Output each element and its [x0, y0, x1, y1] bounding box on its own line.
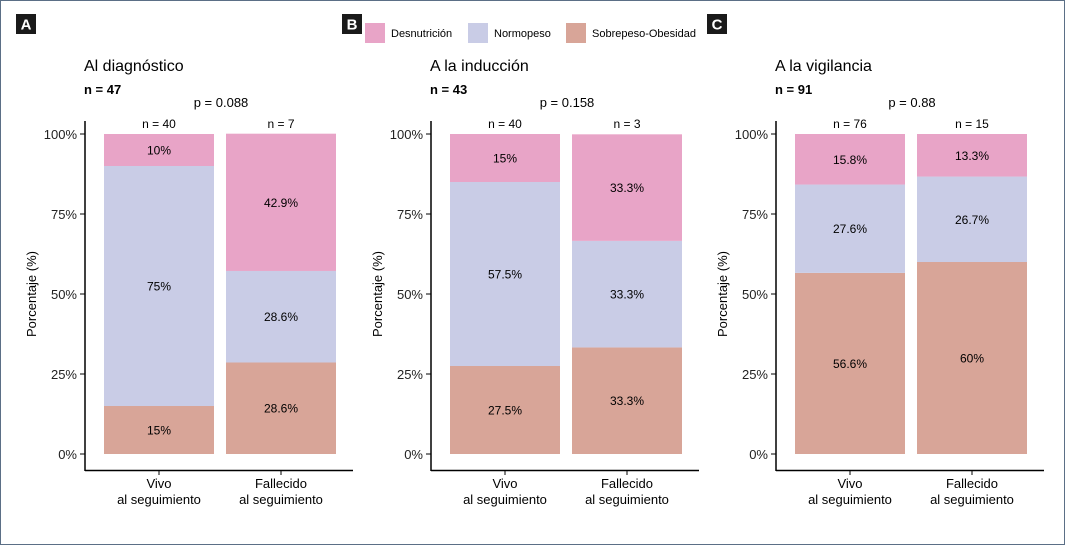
- y-tick-label-a-3: 75%: [51, 207, 77, 222]
- bar-segment-b-0-normopeso: [450, 182, 560, 366]
- panel-letter-badge-c: [707, 14, 727, 34]
- bar-label-a-1-desnutrición: 42.9%: [264, 196, 298, 210]
- bar-label-c-0-sobrepeso-obesidad: 56.6%: [833, 357, 867, 371]
- bar-label-a-1-normopeso: 28.6%: [264, 310, 298, 324]
- bar-segment-a-1-desnutrición: [226, 133, 336, 271]
- y-tick-label-c-4: 100%: [735, 127, 769, 142]
- bar-label-b-0-normopeso: 57.5%: [488, 268, 522, 282]
- bar-label-c-0-normopeso: 27.6%: [833, 222, 867, 236]
- x-tick-label-c-0-line2: al seguimiento: [808, 492, 892, 507]
- panel-letter-c: C: [712, 17, 723, 34]
- bar-label-b-0-sobrepeso-obesidad: 27.5%: [488, 404, 522, 418]
- bar-label-b-1-desnutrición: 33.3%: [610, 181, 644, 195]
- panel-n-total-c: n = 91: [775, 82, 812, 97]
- bar-label-c-0-desnutrición: 15.8%: [833, 153, 867, 167]
- bar-segment-c-0-sobrepeso-obesidad: [795, 272, 905, 454]
- bar-segment-b-1-desnutrición: [572, 134, 682, 241]
- x-tick-label-c-1-line1: Fallecido: [946, 476, 998, 491]
- p-value-b: p = 0.158: [540, 95, 595, 110]
- panel-title-a: Al diagnóstico: [84, 58, 184, 75]
- panel-title-c: A la vigilancia: [775, 58, 872, 75]
- x-tick-label-b-1-line2: al seguimiento: [585, 492, 669, 507]
- x-tick-label-b-0-line2: al seguimiento: [463, 492, 547, 507]
- y-tick-label-a-2: 50%: [51, 287, 77, 302]
- y-tick-label-c-1: 25%: [742, 367, 768, 382]
- bar-segment-a-0-desnutrición: [104, 134, 214, 166]
- y-tick-label-c-0: 0%: [749, 447, 768, 462]
- bar-segment-b-1-sobrepeso-obesidad: [572, 347, 682, 454]
- p-value-a: p = 0.088: [194, 95, 249, 110]
- legend-label-normopeso: Normopeso: [494, 28, 551, 40]
- panel-letter-badge-b: [342, 14, 362, 34]
- x-tick-label-a-1-line1: Fallecido: [255, 476, 307, 491]
- y-tick-label-b-2: 50%: [397, 287, 423, 302]
- y-axis-title-c: Porcentaje (%): [715, 251, 730, 337]
- x-tick-label-b-1-line1: Fallecido: [601, 476, 653, 491]
- bar-label-b-0-desnutrición: 15%: [493, 152, 517, 166]
- bar-segment-b-1-normopeso: [572, 240, 682, 348]
- bar-n-label-c-1: n = 15: [955, 117, 989, 131]
- y-axis-title-b: Porcentaje (%): [370, 251, 385, 337]
- y-tick-label-a-4: 100%: [44, 127, 78, 142]
- x-tick-label-c-0-line1: Vivo: [837, 476, 862, 491]
- bar-label-a-0-sobrepeso-obesidad: 15%: [147, 424, 171, 438]
- panel-title-b: A la inducción: [430, 58, 529, 75]
- y-tick-label-a-1: 25%: [51, 367, 77, 382]
- y-tick-label-c-2: 50%: [742, 287, 768, 302]
- bar-label-a-0-desnutrición: 10%: [147, 144, 171, 158]
- bar-segment-a-0-sobrepeso-obesidad: [104, 406, 214, 454]
- y-tick-label-a-0: 0%: [58, 447, 77, 462]
- x-tick-label-a-1-line2: al seguimiento: [239, 492, 323, 507]
- bar-segment-c-0-normopeso: [795, 184, 905, 273]
- bar-label-c-1-normopeso: 26.7%: [955, 213, 989, 227]
- bar-label-c-1-sobrepeso-obesidad: 60%: [960, 352, 984, 366]
- bar-label-a-0-normopeso: 75%: [147, 280, 171, 294]
- bar-segment-c-1-normopeso: [917, 176, 1027, 262]
- x-tick-label-b-0-line1: Vivo: [492, 476, 517, 491]
- x-tick-label-a-0-line2: al seguimiento: [117, 492, 201, 507]
- x-tick-label-c-1-line2: al seguimiento: [930, 492, 1014, 507]
- y-axis-title-a: Porcentaje (%): [24, 251, 39, 337]
- bar-label-b-1-sobrepeso-obesidad: 33.3%: [610, 394, 644, 408]
- bar-n-label-c-0: n = 76: [833, 117, 867, 131]
- bar-n-label-b-0: n = 40: [488, 117, 522, 131]
- x-tick-label-a-0-line1: Vivo: [146, 476, 171, 491]
- bar-label-a-1-sobrepeso-obesidad: 28.6%: [264, 402, 298, 416]
- y-tick-label-b-3: 75%: [397, 207, 423, 222]
- y-tick-label-b-0: 0%: [404, 447, 423, 462]
- bar-segment-b-0-desnutrición: [450, 134, 560, 182]
- y-tick-label-b-1: 25%: [397, 367, 423, 382]
- bar-n-label-a-0: n = 40: [142, 117, 176, 131]
- bar-segment-c-1-sobrepeso-obesidad: [917, 262, 1027, 454]
- bar-n-label-b-1: n = 3: [613, 117, 640, 131]
- bar-segment-a-1-normopeso: [226, 270, 336, 363]
- legend-swatch-desnutrición: [365, 23, 385, 43]
- legend-swatch-sobrepeso-obesidad: [566, 23, 586, 43]
- legend-label-desnutrición: Desnutrición: [391, 28, 452, 40]
- p-value-c: p = 0.88: [888, 95, 935, 110]
- y-tick-label-c-3: 75%: [742, 207, 768, 222]
- bar-segment-b-0-sobrepeso-obesidad: [450, 366, 560, 454]
- legend-label-sobrepeso-obesidad: Sobrepeso-Obesidad: [592, 28, 696, 40]
- bar-n-label-a-1: n = 7: [267, 117, 294, 131]
- bar-segment-c-1-desnutrición: [917, 134, 1027, 177]
- panel-letter-a: A: [21, 17, 32, 34]
- panel-letter-b: B: [347, 17, 358, 34]
- panel-n-total-a: n = 47: [84, 82, 121, 97]
- y-tick-label-b-4: 100%: [390, 127, 424, 142]
- panel-n-total-b: n = 43: [430, 82, 467, 97]
- bar-segment-c-0-desnutrición: [795, 134, 905, 185]
- bar-label-c-1-desnutrición: 13.3%: [955, 149, 989, 163]
- bar-label-b-1-normopeso: 33.3%: [610, 288, 644, 302]
- bar-segment-a-0-normopeso: [104, 166, 214, 406]
- panel-letter-badge-a: [16, 14, 36, 34]
- legend-swatch-normopeso: [468, 23, 488, 43]
- bar-segment-a-1-sobrepeso-obesidad: [226, 362, 336, 454]
